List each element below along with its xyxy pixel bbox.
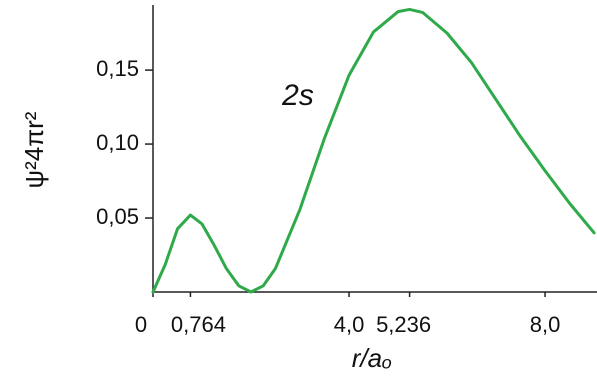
x-tick-label: 0: [135, 312, 147, 337]
curve: [151, 7, 596, 294]
y-tick-label: 0,15: [96, 56, 139, 81]
x-tick-label: 8,0: [530, 312, 561, 337]
x-tick-label: 4,0: [334, 312, 365, 337]
annotation: 2s: [281, 79, 314, 112]
y-tick-label: 0,10: [96, 130, 139, 155]
x-tick-label: 0,764: [171, 312, 226, 337]
x-axis-label: r/aₒ: [352, 343, 393, 373]
y-axis-label: ψ²4πr²: [19, 111, 49, 188]
y-tick-label: 0,05: [96, 204, 139, 229]
x-tick-label: 5,236: [376, 312, 431, 337]
